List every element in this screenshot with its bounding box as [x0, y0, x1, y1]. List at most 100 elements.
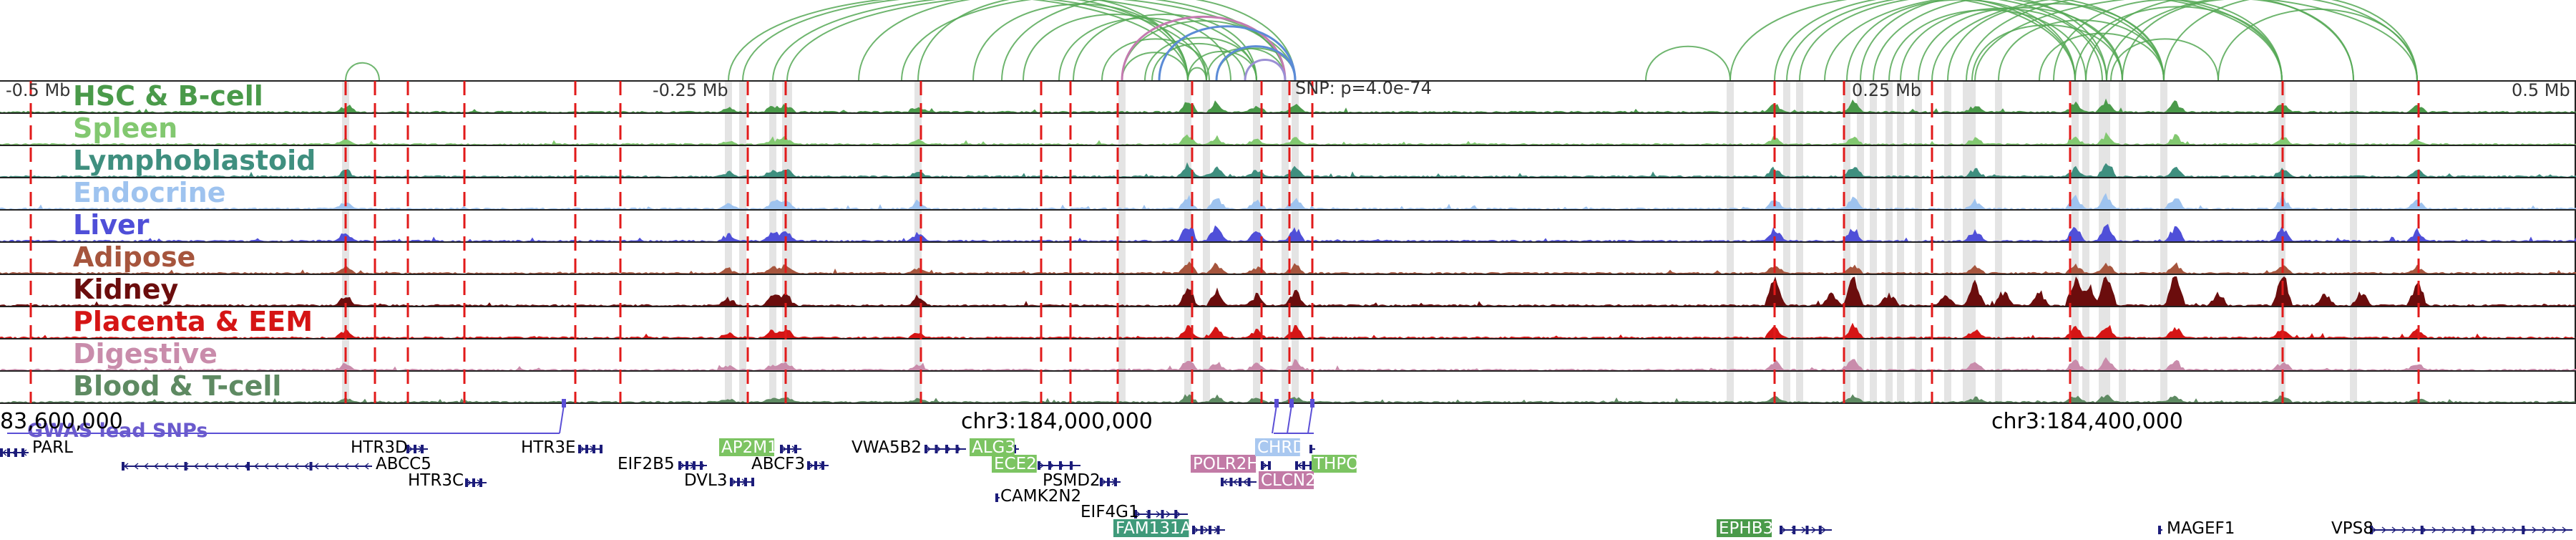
gene-highlight [970, 438, 1015, 456]
gwas-snp-marker [562, 399, 566, 408]
strand-arrow [233, 463, 239, 470]
gene-exon [1070, 461, 1073, 470]
coord-chr3-184000000: chr3:184,000,000 [961, 409, 1153, 434]
gene-label: HTR3E [521, 438, 576, 457]
gene-exon [1174, 510, 1178, 519]
gene-exon [472, 478, 475, 487]
interaction-arc [1824, 0, 2165, 82]
gwas-connector [1287, 405, 1292, 434]
gene-exon [2158, 526, 2161, 534]
gene-label: CLCN2 [1261, 471, 1316, 490]
gene-exon [693, 461, 696, 470]
gene-exon [1302, 461, 1305, 470]
strand-arrow [283, 463, 289, 470]
signal-track-peaks [0, 276, 2576, 306]
snp-pvalue-label: SNP: p=4.0e-74 [1295, 78, 1432, 98]
track-labels: HSC & B-cellSpleenLymphoblastoidEndocrin… [73, 80, 316, 402]
strand-arrow [2552, 526, 2557, 534]
gene-label: PSMD2 [1043, 471, 1101, 490]
strand-arrow [781, 445, 787, 453]
gene-label: FAM131A [1116, 519, 1192, 537]
strand-arrow [408, 445, 414, 453]
interaction-arc [1860, 0, 2107, 82]
gene-exon [1192, 526, 1195, 534]
gene-exon [1295, 461, 1298, 470]
gene-exon [1780, 526, 1782, 534]
gene-exon [1161, 510, 1164, 519]
interaction-arc [1966, 0, 2283, 82]
gene-exon [184, 462, 187, 471]
gene-exon [1147, 510, 1151, 519]
gwas-snp-marker [1274, 399, 1279, 408]
strand-arrow [2562, 526, 2567, 534]
coord-chr3-184400000: chr3:184,400,000 [1991, 409, 2183, 434]
interaction-arc [345, 62, 380, 82]
gene-exon [7, 448, 10, 457]
strand-arrow [467, 479, 472, 486]
signal-peaks [0, 98, 2576, 402]
gene-label: AP2M1 [721, 438, 778, 457]
interaction-arc-highlight [1158, 25, 1297, 82]
track-label: Spleen [73, 112, 177, 144]
interaction-arc [1101, 38, 1210, 82]
strand-arrow [2381, 526, 2387, 534]
strand-arrow [1801, 526, 1807, 534]
strand-arrow [1262, 462, 1268, 469]
gene-exon [421, 445, 424, 453]
signal-track-peaks [0, 322, 2576, 338]
strand-arrow [2401, 526, 2407, 534]
track-borders [0, 80, 2576, 404]
strand-arrow [2482, 526, 2487, 534]
gene-exon [14, 448, 17, 457]
gene-exon [1216, 526, 1220, 534]
gene-exon [787, 445, 790, 453]
gene-exon [1107, 478, 1110, 486]
gene-exon [585, 445, 588, 453]
gene-exon [794, 445, 797, 453]
strand-arrow [2441, 526, 2447, 534]
gene-exon [406, 445, 409, 453]
gene-label: PARL [32, 438, 73, 457]
interaction-arc [858, 0, 1189, 82]
strand-arrow [263, 463, 269, 470]
gene-exon [737, 478, 740, 486]
gene-exon [814, 461, 817, 470]
strand-arrow [2391, 526, 2397, 534]
gwas-snp-lines [29, 81, 2420, 403]
track-label: Endocrine [73, 177, 225, 208]
gene-exon [924, 445, 927, 453]
gene-label: VPS8 [2331, 519, 2373, 537]
interaction-arc [1645, 45, 1731, 82]
interaction-arc [1001, 0, 1296, 82]
gene-exon [1792, 526, 1796, 534]
gene-exon [309, 462, 313, 471]
gene-exon [730, 478, 733, 486]
gene-exon [751, 478, 754, 486]
gwas-connector [1272, 405, 1277, 434]
gene-exon [1048, 461, 1051, 470]
gwas-snp-marker [1289, 399, 1294, 408]
axis-label-0.25mb: 0.25 Mb [1852, 80, 1921, 100]
gene-exon [1038, 461, 1040, 470]
interaction-arc [1846, 0, 2076, 82]
strand-arrow [253, 463, 259, 470]
gene-label: HTR3C [408, 471, 464, 490]
gene-exon [1309, 461, 1312, 470]
gene-label: ALG3 [972, 438, 1015, 457]
gene-highlight [1259, 471, 1314, 489]
interaction-arc-highlight [1215, 45, 1297, 82]
gene-exon [1247, 478, 1251, 486]
interaction-arc [901, 0, 1286, 82]
interaction-arc [1023, 14, 1207, 82]
signal-track-peaks [0, 394, 2576, 402]
gene-exon [2522, 526, 2525, 534]
interaction-arc [742, 0, 1207, 82]
strand-arrow [364, 463, 369, 470]
gene-label: ABCF3 [751, 455, 805, 473]
strand-arrow [1136, 511, 1141, 518]
interaction-arc [1774, 0, 2076, 82]
gene-exon [1221, 478, 1224, 486]
interaction-arc [2039, 32, 2165, 82]
